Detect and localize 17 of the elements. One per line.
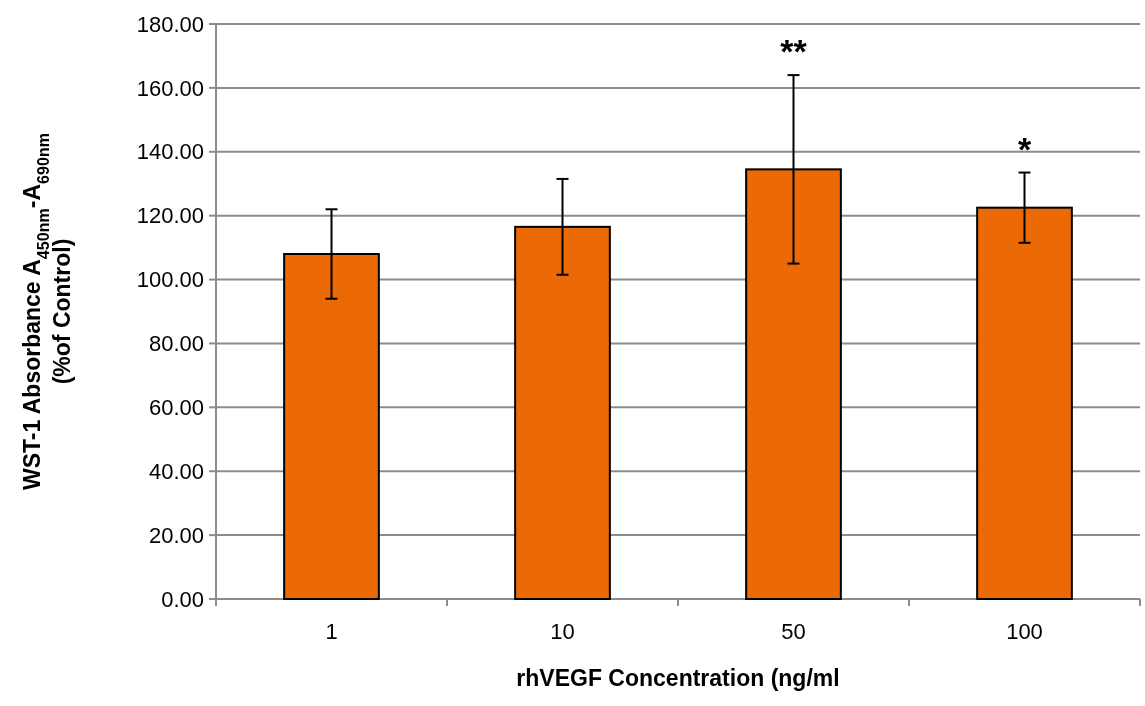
annotation: * [1017, 129, 1032, 168]
y-tick-label: 20.00 [148, 522, 204, 548]
x-tick-label: 100 [1006, 619, 1043, 644]
y-tick-label: 160.00 [136, 75, 204, 101]
annotation: ** [780, 32, 808, 71]
x-tick-label: 50 [781, 619, 806, 644]
x-tick-label: 10 [550, 619, 575, 644]
y-tick-label: 100.00 [136, 267, 204, 293]
y-tick-label: 60.00 [148, 395, 204, 421]
y-tick-label: 80.00 [148, 331, 204, 357]
y-tick-label: 40.00 [148, 458, 204, 484]
x-axis-title: rhVEGF Concentration (ng/ml [516, 665, 840, 691]
x-tick-label: 1 [325, 619, 338, 644]
y-tick-label: 0.00 [161, 586, 204, 612]
y-tick-label: 140.00 [136, 139, 204, 165]
y-tick-label: 120.00 [136, 203, 204, 229]
y-tick-label: 180.00 [136, 11, 204, 37]
